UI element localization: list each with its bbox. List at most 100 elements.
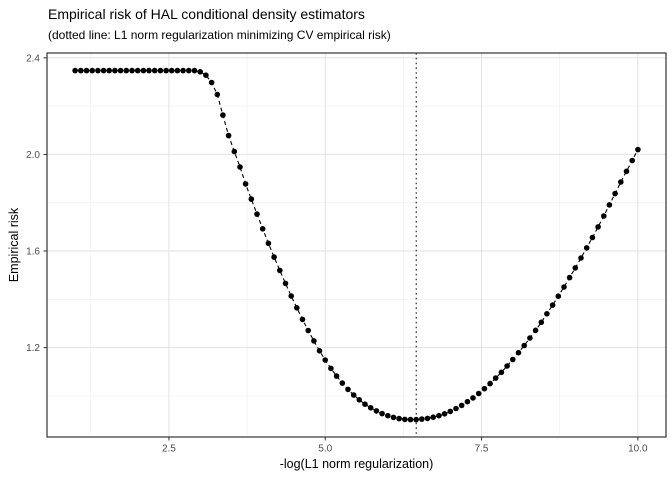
data-point xyxy=(618,179,624,185)
data-point xyxy=(305,327,312,334)
data-point xyxy=(447,408,454,415)
data-point xyxy=(259,226,266,232)
data-point xyxy=(299,316,306,323)
x-axis-title: -log(L1 norm regularization) xyxy=(279,457,434,471)
data-point xyxy=(231,148,238,155)
data-point xyxy=(112,67,118,74)
data-point xyxy=(487,380,493,387)
data-point xyxy=(174,67,181,74)
data-point xyxy=(180,67,186,74)
data-point xyxy=(544,311,550,317)
data-point xyxy=(288,293,295,299)
data-point xyxy=(419,416,425,422)
data-point xyxy=(100,67,107,74)
data-point xyxy=(436,412,442,419)
data-point xyxy=(134,67,141,74)
data-point xyxy=(146,67,152,74)
x-tick-label: 10.0 xyxy=(628,444,648,455)
data-point xyxy=(106,67,112,74)
data-point xyxy=(555,293,562,300)
data-point xyxy=(316,348,323,354)
data-point xyxy=(504,363,510,369)
data-point xyxy=(396,415,402,422)
data-point xyxy=(168,67,175,74)
data-point xyxy=(203,72,209,78)
data-point xyxy=(237,164,243,170)
data-point xyxy=(549,302,556,308)
data-point xyxy=(572,265,579,271)
data-point xyxy=(629,157,635,164)
data-point xyxy=(271,254,277,260)
data-point xyxy=(123,67,130,74)
data-point xyxy=(282,280,289,287)
data-point xyxy=(151,67,158,74)
data-point xyxy=(453,405,459,412)
data-point xyxy=(470,395,476,401)
data-point xyxy=(379,410,385,417)
data-point xyxy=(583,245,590,251)
data-point xyxy=(140,67,147,74)
data-point xyxy=(163,67,169,74)
y-tick-label: 1.6 xyxy=(26,247,40,258)
data-point xyxy=(157,67,164,74)
data-point xyxy=(294,305,300,311)
y-tick-label: 2.0 xyxy=(26,150,40,161)
data-point xyxy=(475,390,482,397)
data-point xyxy=(441,411,448,417)
data-point xyxy=(254,211,260,217)
data-point xyxy=(623,168,630,175)
data-point xyxy=(635,146,641,153)
data-point xyxy=(532,327,539,334)
data-point xyxy=(521,342,527,349)
data-point xyxy=(595,224,601,230)
data-point xyxy=(430,414,437,421)
data-point xyxy=(515,349,522,356)
data-point xyxy=(538,319,545,326)
panel-border xyxy=(46,52,667,438)
chart-title: Empirical risk of HAL conditional densit… xyxy=(48,6,365,22)
data-point xyxy=(345,386,351,393)
x-tick-label: 5.0 xyxy=(318,444,332,455)
data-point xyxy=(612,190,618,197)
data-point xyxy=(78,67,84,74)
data-point xyxy=(129,67,135,74)
data-point xyxy=(350,392,357,398)
data-point xyxy=(95,67,101,74)
data-point xyxy=(373,408,380,414)
data-point xyxy=(578,255,584,261)
data-point xyxy=(214,91,221,98)
data-point xyxy=(225,132,232,139)
data-point xyxy=(390,414,397,421)
data-point xyxy=(561,284,567,290)
data-point xyxy=(339,380,346,386)
data-point xyxy=(186,67,192,74)
data-point xyxy=(402,416,408,423)
data-point xyxy=(601,213,607,219)
data-point xyxy=(566,274,573,281)
data-point xyxy=(311,338,317,344)
data-point xyxy=(362,401,368,408)
data-point xyxy=(498,369,505,376)
data-point xyxy=(208,79,215,86)
data-point xyxy=(481,385,488,392)
data-point xyxy=(89,67,95,74)
data-point xyxy=(356,397,363,403)
data-point xyxy=(248,196,255,202)
y-axis-title: Empirical risk xyxy=(7,207,21,283)
data-point xyxy=(242,181,249,187)
data-point xyxy=(589,234,596,241)
data-point xyxy=(407,416,414,423)
data-point xyxy=(413,416,420,423)
data-point xyxy=(606,202,613,208)
data-point xyxy=(72,67,78,74)
data-point xyxy=(424,415,431,422)
data-point xyxy=(197,69,203,75)
x-tick-label: 7.5 xyxy=(475,444,489,455)
data-point xyxy=(277,267,283,274)
data-point xyxy=(333,373,340,379)
y-tick-label: 1.2 xyxy=(26,343,40,354)
data-point xyxy=(322,357,329,363)
data-point xyxy=(328,365,334,372)
